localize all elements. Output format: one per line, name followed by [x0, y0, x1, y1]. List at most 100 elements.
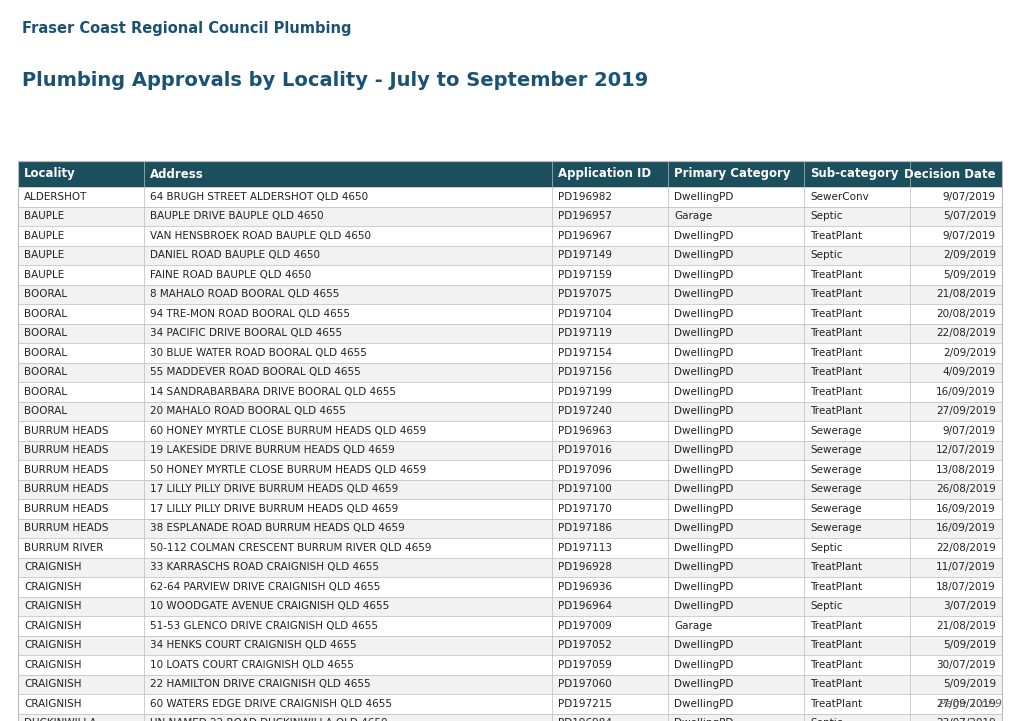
Text: TreatPlant: TreatPlant: [809, 679, 861, 689]
Text: 62-64 PARVIEW DRIVE CRAIGNISH QLD 4655: 62-64 PARVIEW DRIVE CRAIGNISH QLD 4655: [150, 582, 380, 592]
Text: DwellingPD: DwellingPD: [674, 485, 733, 495]
Text: 60 HONEY MYRTLE CLOSE BURRUM HEADS QLD 4659: 60 HONEY MYRTLE CLOSE BURRUM HEADS QLD 4…: [150, 425, 426, 435]
Text: Sewerage: Sewerage: [809, 504, 861, 514]
Text: 51-53 GLENCO DRIVE CRAIGNISH QLD 4655: 51-53 GLENCO DRIVE CRAIGNISH QLD 4655: [150, 621, 378, 631]
Text: DwellingPD: DwellingPD: [674, 582, 733, 592]
Text: Garage: Garage: [674, 211, 712, 221]
Text: 22 HAMILTON DRIVE CRAIGNISH QLD 4655: 22 HAMILTON DRIVE CRAIGNISH QLD 4655: [150, 679, 370, 689]
Text: Septic: Septic: [809, 250, 842, 260]
Text: DwellingPD: DwellingPD: [674, 231, 733, 241]
Text: 14 SANDRABARBARA DRIVE BOORAL QLD 4655: 14 SANDRABARBARA DRIVE BOORAL QLD 4655: [150, 386, 395, 397]
Text: 33 KARRASCHS ROAD CRAIGNISH QLD 4655: 33 KARRASCHS ROAD CRAIGNISH QLD 4655: [150, 562, 379, 572]
Text: DwellingPD: DwellingPD: [674, 543, 733, 553]
Bar: [18, 324, 1001, 343]
Text: 10 LOATS COURT CRAIGNISH QLD 4655: 10 LOATS COURT CRAIGNISH QLD 4655: [150, 660, 354, 670]
Text: PD196967: PD196967: [557, 231, 611, 241]
Text: DwellingPD: DwellingPD: [674, 328, 733, 338]
Text: PD197119: PD197119: [557, 328, 611, 338]
Text: PD197156: PD197156: [557, 367, 611, 377]
Text: UN NAMED 22 ROAD DUCKINWILLA QLD 4650: UN NAMED 22 ROAD DUCKINWILLA QLD 4650: [150, 718, 387, 721]
Text: 4/09/2019: 4/09/2019: [942, 367, 995, 377]
Text: 30 BLUE WATER ROAD BOORAL QLD 4655: 30 BLUE WATER ROAD BOORAL QLD 4655: [150, 348, 367, 358]
Text: DANIEL ROAD BAUPLE QLD 4650: DANIEL ROAD BAUPLE QLD 4650: [150, 250, 320, 260]
Text: 11/07/2019: 11/07/2019: [935, 562, 995, 572]
Text: DwellingPD: DwellingPD: [674, 699, 733, 709]
Text: 34 PACIFIC DRIVE BOORAL QLD 4655: 34 PACIFIC DRIVE BOORAL QLD 4655: [150, 328, 341, 338]
Text: SewerConv: SewerConv: [809, 192, 868, 202]
Text: BOORAL: BOORAL: [24, 386, 67, 397]
Text: TreatPlant: TreatPlant: [809, 386, 861, 397]
Text: Septic: Septic: [809, 543, 842, 553]
Text: DwellingPD: DwellingPD: [674, 289, 733, 299]
Bar: [18, 538, 1001, 557]
Text: PD197059: PD197059: [557, 660, 611, 670]
Text: CRAIGNISH: CRAIGNISH: [24, 582, 82, 592]
Text: BURRUM HEADS: BURRUM HEADS: [24, 465, 108, 474]
Text: BAUPLE: BAUPLE: [24, 211, 64, 221]
Text: DwellingPD: DwellingPD: [674, 386, 733, 397]
Text: Sewerage: Sewerage: [809, 523, 861, 534]
Text: Sewerage: Sewerage: [809, 465, 861, 474]
Text: PD197186: PD197186: [557, 523, 611, 534]
Text: Application ID: Application ID: [557, 167, 651, 180]
Bar: [18, 479, 1001, 499]
Text: DwellingPD: DwellingPD: [674, 192, 733, 202]
Text: 20/08/2019: 20/08/2019: [935, 309, 995, 319]
Text: DwellingPD: DwellingPD: [674, 406, 733, 416]
Text: DwellingPD: DwellingPD: [674, 309, 733, 319]
Text: DwellingPD: DwellingPD: [674, 465, 733, 474]
Text: PD197170: PD197170: [557, 504, 611, 514]
Text: DwellingPD: DwellingPD: [674, 446, 733, 455]
Text: 26/08/2019: 26/08/2019: [935, 485, 995, 495]
Text: PD197154: PD197154: [557, 348, 611, 358]
Text: 50-112 COLMAN CRESCENT BURRUM RIVER QLD 4659: 50-112 COLMAN CRESCENT BURRUM RIVER QLD …: [150, 543, 431, 553]
Text: PD196957: PD196957: [557, 211, 611, 221]
Bar: [18, 441, 1001, 460]
Bar: [18, 675, 1001, 694]
Bar: [18, 655, 1001, 675]
Text: DwellingPD: DwellingPD: [674, 562, 733, 572]
Text: BOORAL: BOORAL: [24, 309, 67, 319]
Text: TreatPlant: TreatPlant: [809, 406, 861, 416]
Text: FAINE ROAD BAUPLE QLD 4650: FAINE ROAD BAUPLE QLD 4650: [150, 270, 311, 280]
Text: PD196984: PD196984: [557, 718, 611, 721]
Text: PD197075: PD197075: [557, 289, 611, 299]
Text: BURRUM HEADS: BURRUM HEADS: [24, 446, 108, 455]
Bar: [18, 285, 1001, 304]
Bar: [18, 499, 1001, 518]
Text: 5/09/2019: 5/09/2019: [942, 679, 995, 689]
Text: BOORAL: BOORAL: [24, 406, 67, 416]
Bar: [18, 616, 1001, 635]
Text: PD197009: PD197009: [557, 621, 611, 631]
Text: 38 ESPLANADE ROAD BURRUM HEADS QLD 4659: 38 ESPLANADE ROAD BURRUM HEADS QLD 4659: [150, 523, 405, 534]
Text: PD196964: PD196964: [557, 601, 611, 611]
Text: Garage: Garage: [674, 621, 712, 631]
Text: 5/09/2019: 5/09/2019: [942, 640, 995, 650]
Text: DwellingPD: DwellingPD: [674, 425, 733, 435]
Text: TreatPlant: TreatPlant: [809, 699, 861, 709]
Text: Address: Address: [150, 167, 204, 180]
Text: PD197096: PD197096: [557, 465, 611, 474]
Text: 17 LILLY PILLY DRIVE BURRUM HEADS QLD 4659: 17 LILLY PILLY DRIVE BURRUM HEADS QLD 46…: [150, 504, 397, 514]
Text: DwellingPD: DwellingPD: [674, 367, 733, 377]
Text: BURRUM HEADS: BURRUM HEADS: [24, 485, 108, 495]
Bar: [18, 304, 1001, 324]
Text: 10 WOODGATE AVENUE CRAIGNISH QLD 4655: 10 WOODGATE AVENUE CRAIGNISH QLD 4655: [150, 601, 389, 611]
Text: 55 MADDEVER ROAD BOORAL QLD 4655: 55 MADDEVER ROAD BOORAL QLD 4655: [150, 367, 361, 377]
Text: TreatPlant: TreatPlant: [809, 640, 861, 650]
Text: TreatPlant: TreatPlant: [809, 348, 861, 358]
Text: PD196963: PD196963: [557, 425, 611, 435]
Text: TreatPlant: TreatPlant: [809, 231, 861, 241]
Text: Sewerage: Sewerage: [809, 446, 861, 455]
Bar: [18, 206, 1001, 226]
Text: 3/07/2019: 3/07/2019: [942, 601, 995, 611]
Text: TreatPlant: TreatPlant: [809, 270, 861, 280]
Bar: [18, 694, 1001, 714]
Text: PD197060: PD197060: [557, 679, 611, 689]
Text: PD197113: PD197113: [557, 543, 611, 553]
Text: 23/07/2019: 23/07/2019: [935, 718, 995, 721]
Text: PD197215: PD197215: [557, 699, 611, 709]
Text: 5/07/2019: 5/07/2019: [942, 211, 995, 221]
Text: BOORAL: BOORAL: [24, 348, 67, 358]
Text: CRAIGNISH: CRAIGNISH: [24, 621, 82, 631]
